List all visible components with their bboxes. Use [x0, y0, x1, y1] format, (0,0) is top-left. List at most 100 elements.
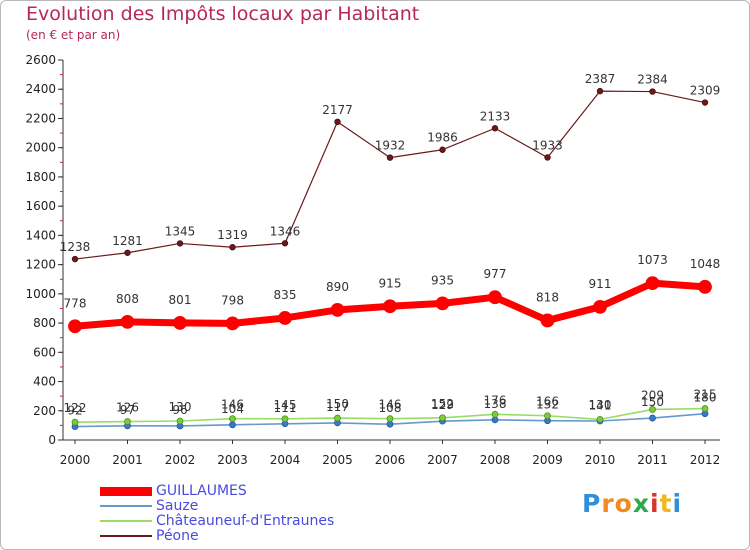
x-tick-label: 2003 — [217, 453, 248, 467]
data-point-ch-teauneuf-d-entraunes — [71, 418, 79, 426]
data-label-sauze: 130 — [589, 398, 612, 412]
legend-swatch — [100, 535, 152, 537]
data-label-p-one: 1281 — [112, 234, 143, 248]
x-tick-label: 2008 — [480, 453, 511, 467]
data-label-p-one: 2309 — [690, 84, 721, 98]
data-label-guillaumes: 798 — [221, 293, 244, 307]
x-tick-label: 2006 — [375, 453, 406, 467]
data-label-p-one: 1986 — [427, 131, 458, 145]
data-point-ch-teauneuf-d-entraunes — [281, 415, 289, 423]
data-point-guillaumes — [593, 299, 607, 314]
data-label-guillaumes: 835 — [274, 288, 297, 302]
logo-letter: x — [632, 489, 650, 518]
data-label-ch-teauneuf-d-entraunes: 209 — [641, 388, 664, 402]
data-label-p-one: 2177 — [322, 103, 353, 117]
data-point-guillaumes — [173, 316, 187, 330]
data-label-ch-teauneuf-d-entraunes: 122 — [64, 401, 87, 415]
legend-label: Sauze — [156, 498, 199, 514]
data-label-p-one: 1932 — [375, 139, 406, 153]
y-tick-label: 600 — [33, 345, 56, 359]
y-tick-label: 1400 — [25, 228, 56, 242]
data-label-ch-teauneuf-d-entraunes: 215 — [694, 388, 717, 402]
data-point-ch-teauneuf-d-entraunes — [386, 415, 394, 423]
data-label-guillaumes: 911 — [589, 277, 612, 291]
data-label-ch-teauneuf-d-entraunes: 130 — [169, 400, 192, 414]
data-point-sauze — [229, 421, 236, 429]
x-tick-label: 2001 — [112, 453, 143, 467]
data-point-guillaumes — [488, 290, 502, 305]
data-point-guillaumes — [698, 279, 712, 294]
data-point-ch-teauneuf-d-entraunes — [596, 415, 604, 423]
data-point-p-one — [386, 154, 394, 161]
y-tick-label: 2000 — [25, 141, 56, 155]
data-label-guillaumes: 1048 — [690, 257, 721, 271]
data-label-p-one: 1933 — [532, 138, 563, 152]
data-point-guillaumes — [278, 311, 292, 325]
data-point-ch-teauneuf-d-entraunes — [649, 406, 656, 413]
data-label-ch-teauneuf-d-entraunes: 145 — [274, 398, 297, 412]
data-point-p-one — [544, 154, 551, 161]
data-point-p-one — [124, 249, 131, 256]
data-point-guillaumes — [540, 313, 555, 328]
data-point-guillaumes — [225, 316, 240, 331]
data-label-sauze: 117 — [326, 400, 349, 414]
y-tick-label: 200 — [33, 404, 56, 418]
data-point-p-one — [701, 99, 709, 106]
legend-label: GUILLAUMES — [156, 483, 247, 499]
data-point-p-one — [71, 255, 79, 263]
chart-title: Evolution des Impôts locaux par Habitant — [26, 3, 420, 25]
y-tick-label: 0 — [48, 433, 56, 447]
data-label-guillaumes: 890 — [326, 280, 349, 294]
data-point-guillaumes — [120, 315, 135, 329]
data-point-p-one — [334, 118, 341, 126]
proxiti-logo: Proxiti — [582, 489, 682, 518]
data-point-p-one — [439, 146, 446, 153]
axes: 0 200 400 600 800 1000 1200 1400 1600 1800 2000 220… — [25, 53, 720, 467]
data-label-guillaumes: 977 — [484, 267, 507, 281]
data-point-p-one — [229, 244, 236, 251]
y-tick-label: 1800 — [25, 170, 56, 184]
data-label-p-one: 1319 — [217, 228, 248, 242]
series-layer — [68, 87, 712, 430]
data-label-guillaumes: 818 — [536, 290, 559, 304]
data-point-guillaumes — [330, 303, 345, 317]
data-label-guillaumes: 915 — [379, 276, 402, 290]
data-label-sauze: 92 — [67, 404, 82, 418]
data-label-p-one: 2384 — [637, 73, 668, 87]
legend-swatch — [100, 520, 152, 522]
data-label-p-one: 2387 — [585, 72, 616, 86]
data-label-p-one: 2133 — [480, 109, 511, 123]
data-point-p-one — [491, 125, 499, 132]
data-point-ch-teauneuf-d-entraunes — [334, 414, 341, 422]
legend-label: Châteauneuf-d'Entraunes — [156, 513, 335, 529]
data-label-p-one: 1345 — [165, 224, 196, 238]
data-label-guillaumes: 1073 — [637, 253, 668, 267]
y-tick-label: 2600 — [25, 53, 56, 67]
data-point-guillaumes — [383, 299, 397, 314]
data-label-ch-teauneuf-d-entraunes: 146 — [379, 398, 402, 412]
data-point-guillaumes — [68, 319, 82, 334]
data-label-ch-teauneuf-d-entraunes: 166 — [536, 395, 559, 409]
data-point-sauze — [386, 420, 394, 428]
x-tick-label: 2005 — [322, 453, 353, 467]
y-tick-label: 1000 — [25, 287, 56, 301]
data-label-guillaumes: 935 — [431, 273, 454, 287]
data-point-p-one — [176, 240, 184, 247]
data-label-p-one: 1346 — [270, 224, 301, 238]
data-point-ch-teauneuf-d-entraunes — [176, 417, 184, 425]
data-point-p-one — [596, 87, 604, 95]
data-label-guillaumes: 808 — [116, 292, 139, 306]
y-tick-label: 1200 — [25, 258, 56, 272]
data-point-ch-teauneuf-d-entraunes — [124, 418, 131, 425]
data-label-ch-teauneuf-d-entraunes: 152 — [431, 397, 454, 411]
x-tick-label: 2012 — [690, 453, 721, 467]
y-tick-label: 2200 — [25, 111, 56, 125]
data-label-sauze: 111 — [274, 401, 297, 415]
x-tick-label: 2000 — [60, 453, 91, 467]
data-point-guillaumes — [645, 276, 660, 291]
data-label-sauze: 138 — [484, 397, 507, 411]
data-label-sauze: 180 — [694, 391, 717, 405]
data-label-sauze: 96 — [172, 403, 187, 417]
data-label-ch-teauneuf-d-entraunes: 126 — [116, 401, 139, 415]
